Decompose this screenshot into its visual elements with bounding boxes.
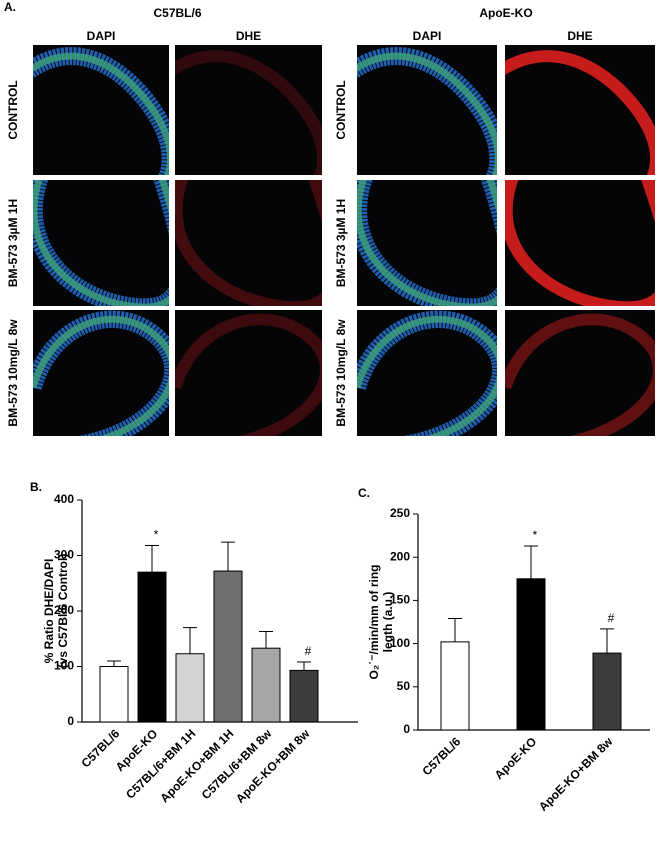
- y-tick-label: 50: [397, 679, 411, 693]
- dhe-stain: [505, 180, 655, 306]
- error-bar: [524, 545, 538, 579]
- error-bar: [107, 660, 121, 667]
- significance-marker: #: [305, 644, 312, 658]
- significance-marker: *: [533, 528, 538, 542]
- dapi-stain: [33, 52, 169, 175]
- micrograph: [505, 310, 655, 436]
- y-tick-label: 100: [390, 636, 410, 650]
- x-tick-label: C57BL/6: [420, 734, 464, 778]
- row-label: BM-573 3µM 1H: [334, 199, 348, 287]
- dhe-stain: [175, 180, 322, 306]
- micrograph-bg: [175, 310, 322, 436]
- micrograph-bg: [175, 45, 322, 175]
- micrograph-bg: [33, 180, 169, 306]
- y-tick-label: 0: [403, 722, 410, 736]
- row-label: BM-573 10mg/L 8w: [334, 319, 348, 427]
- micrograph: [33, 180, 169, 306]
- error-bar: [259, 631, 273, 649]
- column-title: DAPI: [87, 29, 116, 43]
- micrograph-bg: [505, 180, 655, 306]
- micrograph: [505, 45, 655, 175]
- micrograph: [357, 45, 497, 175]
- bar: [516, 578, 546, 731]
- row-label: CONTROL: [334, 80, 348, 139]
- dhe-stain: [505, 313, 655, 436]
- micrograph-bg: [357, 180, 497, 306]
- error-bar: [448, 618, 462, 642]
- dhe-stain: [175, 313, 322, 436]
- bar: [289, 669, 319, 723]
- bar: [213, 570, 243, 723]
- dapi-stain: [357, 52, 497, 175]
- y-axis-label: % Ratio DHE/DAPI: [42, 559, 56, 664]
- error-bar: [145, 545, 159, 573]
- error-bar: [221, 541, 235, 572]
- bar: [592, 652, 622, 731]
- y-tick-label: 200: [390, 549, 410, 563]
- y-tick-label: 100: [54, 659, 74, 673]
- x-tick-label: C57BL/6+BM 1H: [123, 726, 198, 801]
- y-axis-label: O₂˙⁻/min/mm of ring: [367, 565, 381, 680]
- error-bar: [600, 628, 614, 654]
- significance-marker: *: [154, 528, 159, 542]
- dapi-stain: [357, 180, 497, 306]
- significance-marker: #: [608, 611, 615, 625]
- y-axis-label: (vs C57Bl/6 Control): [56, 554, 70, 669]
- bar: [440, 641, 470, 731]
- micrograph: [175, 310, 322, 436]
- panel-label: C.: [358, 486, 370, 500]
- row-label: BM-573 3µM 1H: [6, 199, 20, 287]
- micrograph: [33, 45, 169, 175]
- panel-label: A.: [4, 0, 16, 14]
- bar: [251, 647, 281, 723]
- panel-label: B.: [30, 480, 42, 494]
- micrograph: [357, 180, 497, 306]
- micrograph: [357, 310, 497, 436]
- micrograph-bg: [175, 180, 322, 306]
- micrograph-bg: [505, 310, 655, 436]
- column-title: DAPI: [413, 29, 442, 43]
- y-tick-label: 300: [54, 548, 74, 562]
- bar: [137, 571, 167, 723]
- error-bar: [183, 627, 197, 654]
- error-bar: [297, 661, 311, 671]
- dapi-stain: [357, 315, 497, 436]
- y-tick-label: 0: [67, 714, 74, 728]
- dhe-stain: [505, 50, 655, 175]
- dapi-stain: [33, 180, 169, 306]
- group-title: C57BL/6: [153, 6, 201, 20]
- y-tick-label: 250: [390, 506, 410, 520]
- bar: [99, 666, 129, 723]
- group-title: ApoE-KO: [479, 6, 532, 20]
- row-label: CONTROL: [6, 80, 20, 139]
- y-tick-label: 150: [390, 593, 410, 607]
- row-label: BM-573 10mg/L 8w: [6, 319, 20, 427]
- micrograph: [33, 310, 169, 436]
- column-title: DHE: [236, 29, 261, 43]
- micrograph: [505, 180, 655, 306]
- y-tick-label: 400: [54, 492, 74, 506]
- x-tick-label: C57BL/6+BM 8w: [199, 726, 275, 802]
- bar: [175, 653, 205, 723]
- y-axis-label: legth (a.u.): [381, 592, 395, 653]
- column-title: DHE: [567, 29, 592, 43]
- x-tick-label: ApoE-KO: [492, 734, 540, 782]
- dapi-stain: [33, 315, 169, 436]
- x-tick-label: ApoE-KO+BM 8w: [233, 726, 313, 806]
- micrograph: [175, 180, 322, 306]
- micrograph: [175, 45, 322, 175]
- y-tick-label: 200: [54, 603, 74, 617]
- x-tick-label: ApoE-KO+BM 8w: [536, 734, 616, 814]
- dhe-stain: [175, 50, 322, 175]
